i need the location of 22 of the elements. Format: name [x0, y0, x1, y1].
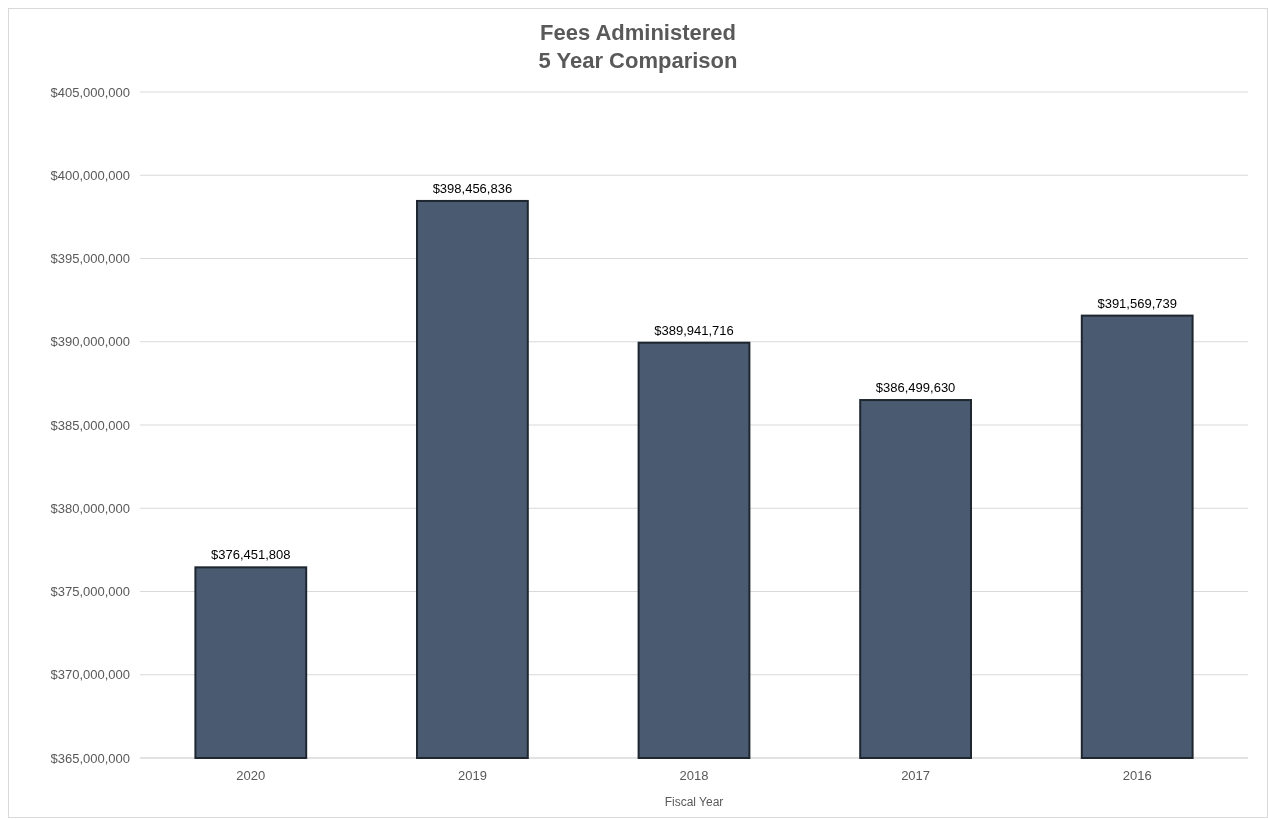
data-label: $389,941,716 — [654, 322, 734, 338]
x-tick-label: 2019 — [457, 768, 487, 783]
x-axis-title: Fiscal Year — [664, 795, 724, 809]
y-tick-label: $405,000,000 — [50, 84, 130, 100]
y-tick-label: $390,000,000 — [50, 334, 130, 350]
data-label: $376,451,808 — [211, 547, 291, 563]
data-label: $391,569,739 — [1097, 295, 1177, 311]
y-tick-label: $400,000,000 — [50, 167, 130, 183]
x-tick-label: 2016 — [1122, 768, 1152, 783]
data-label: $386,499,630 — [875, 380, 956, 396]
chart-title: Fees Administered — [539, 20, 737, 45]
data-label: $398,456,836 — [432, 180, 513, 196]
y-tick-label: $395,000,000 — [50, 251, 130, 267]
y-tick-label: $375,000,000 — [50, 584, 130, 600]
chart-subtitle: 5 Year Comparison — [538, 48, 738, 73]
y-tick-label: $365,000,000 — [50, 750, 130, 766]
x-tick-label: 2017 — [901, 768, 931, 783]
x-tick-label: 2020 — [236, 768, 266, 783]
y-tick-label: $370,000,000 — [50, 667, 130, 683]
x-tick-label: 2018 — [679, 768, 709, 783]
y-tick-label: $385,000,000 — [50, 417, 130, 433]
y-tick-label: $380,000,000 — [50, 500, 130, 516]
